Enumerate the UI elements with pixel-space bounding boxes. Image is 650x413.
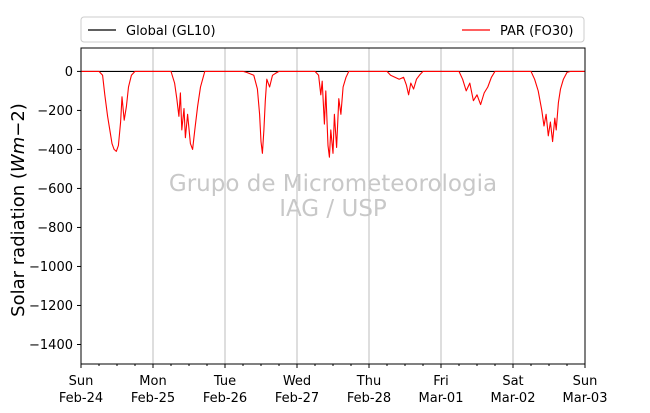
series-layer xyxy=(81,70,585,158)
x-tick-label-day: Sun xyxy=(69,374,94,389)
y-tick-label: −1400 xyxy=(29,338,73,353)
x-tick-label-day: Mon xyxy=(139,374,166,389)
y-axis-label-exponent: −2 xyxy=(8,110,29,137)
axis-layer: 0 −200 −400 −600 −800 −1000 −1200 −1400 Sun Feb-2… xyxy=(29,47,608,406)
y-tick-label: −200 xyxy=(37,104,73,119)
x-tick-label-day: Fri xyxy=(433,374,449,389)
x-tick-label-day: Thu xyxy=(356,374,381,389)
y-axis-label-suffix: ) xyxy=(8,103,29,110)
x-tick-label-date: Feb-25 xyxy=(131,391,175,406)
y-tick-label: −1000 xyxy=(29,260,73,275)
y-axis-label-prefix: Solar radiation ( xyxy=(8,172,29,317)
watermark-line-2: IAG / USP xyxy=(279,196,387,222)
x-tick-label-day: Sun xyxy=(573,374,598,389)
x-tick-label-date: Mar-02 xyxy=(491,391,536,406)
y-tick-label: −1200 xyxy=(29,299,73,314)
legend: Global (GL10) PAR (FO30) xyxy=(80,16,585,43)
x-tick-label-date: Feb-27 xyxy=(275,391,319,406)
y-axis-label: Solar radiation (Wm−2) xyxy=(8,103,29,317)
legend-box xyxy=(80,16,585,43)
y-axis-label-unit: Wm xyxy=(8,137,29,172)
y-tick-label: −400 xyxy=(37,143,73,158)
x-tick-label-date: Feb-28 xyxy=(347,391,391,406)
series-line-par xyxy=(81,70,585,158)
y-tick-label: −600 xyxy=(37,182,73,197)
x-tick-label-date: Mar-03 xyxy=(563,391,608,406)
legend-label-par: PAR (FO30) xyxy=(500,24,573,39)
x-tick-label-date: Mar-01 xyxy=(419,391,464,406)
x-tick-label-day: Tue xyxy=(213,374,236,389)
y-tick-label: −800 xyxy=(37,221,73,236)
x-tick-label-day: Sat xyxy=(502,374,523,389)
x-tick-label-date: Feb-24 xyxy=(59,391,103,406)
grid-layer xyxy=(152,48,514,364)
x-tick-label-day: Wed xyxy=(283,374,311,389)
x-tick-label-date: Feb-26 xyxy=(203,391,247,406)
legend-label-global: Global (GL10) xyxy=(126,24,216,39)
y-tick-label: 0 xyxy=(65,65,73,80)
watermark-line-1: Grupo de Micrometeorologia xyxy=(169,171,497,197)
